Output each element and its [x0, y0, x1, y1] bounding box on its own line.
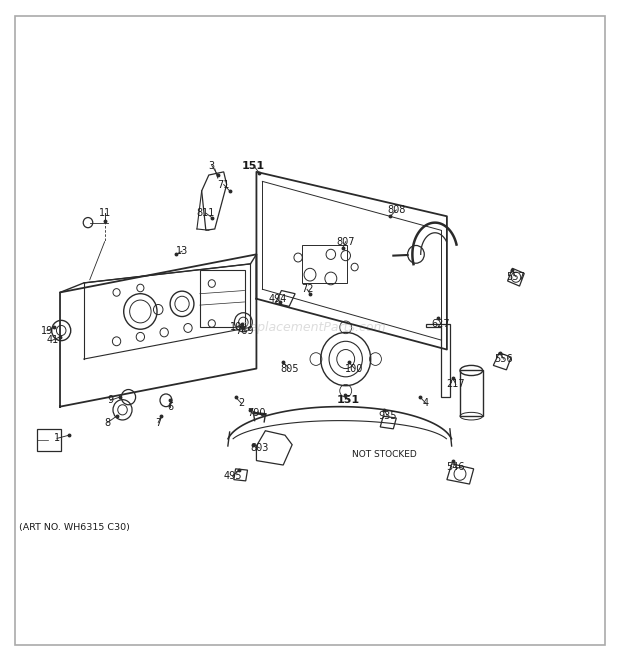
Text: 7: 7: [155, 418, 161, 428]
Text: 803: 803: [250, 443, 268, 453]
Text: 495: 495: [223, 471, 242, 481]
Bar: [303, 245, 347, 283]
Text: 805: 805: [280, 364, 298, 373]
Text: 494: 494: [268, 293, 286, 304]
Text: eReplacementParts.com: eReplacementParts.com: [234, 321, 386, 334]
Text: 935: 935: [378, 411, 397, 421]
Text: 808: 808: [387, 205, 405, 215]
Text: 72: 72: [301, 284, 313, 294]
Text: 4: 4: [423, 399, 429, 408]
Text: 19: 19: [41, 325, 53, 336]
Text: 217: 217: [446, 379, 465, 389]
Text: 151: 151: [242, 161, 265, 171]
Text: 2: 2: [239, 399, 245, 408]
Bar: [460, 370, 482, 416]
Text: 151: 151: [337, 395, 360, 405]
Text: 556: 556: [494, 354, 513, 364]
Text: 1: 1: [54, 434, 60, 444]
Text: 71: 71: [218, 180, 230, 190]
Text: 769: 769: [235, 325, 254, 336]
Text: (ART NO. WH6315 C30): (ART NO. WH6315 C30): [19, 523, 130, 531]
Bar: [200, 270, 244, 327]
Text: 9: 9: [107, 395, 113, 405]
Text: 790: 790: [247, 408, 266, 418]
Text: 10: 10: [229, 323, 242, 332]
Text: 546: 546: [446, 462, 465, 472]
Text: 557: 557: [506, 272, 525, 282]
Text: 627: 627: [432, 319, 450, 329]
Text: 8: 8: [105, 418, 111, 428]
Text: 13: 13: [176, 246, 188, 256]
Text: 100: 100: [345, 364, 364, 373]
Text: 41: 41: [46, 335, 59, 345]
Text: NOT STOCKED: NOT STOCKED: [352, 449, 417, 459]
Text: 11: 11: [99, 208, 111, 218]
Text: 3: 3: [209, 161, 215, 171]
Text: 6: 6: [167, 402, 173, 412]
Text: 807: 807: [337, 237, 355, 247]
Text: 811: 811: [197, 208, 215, 218]
